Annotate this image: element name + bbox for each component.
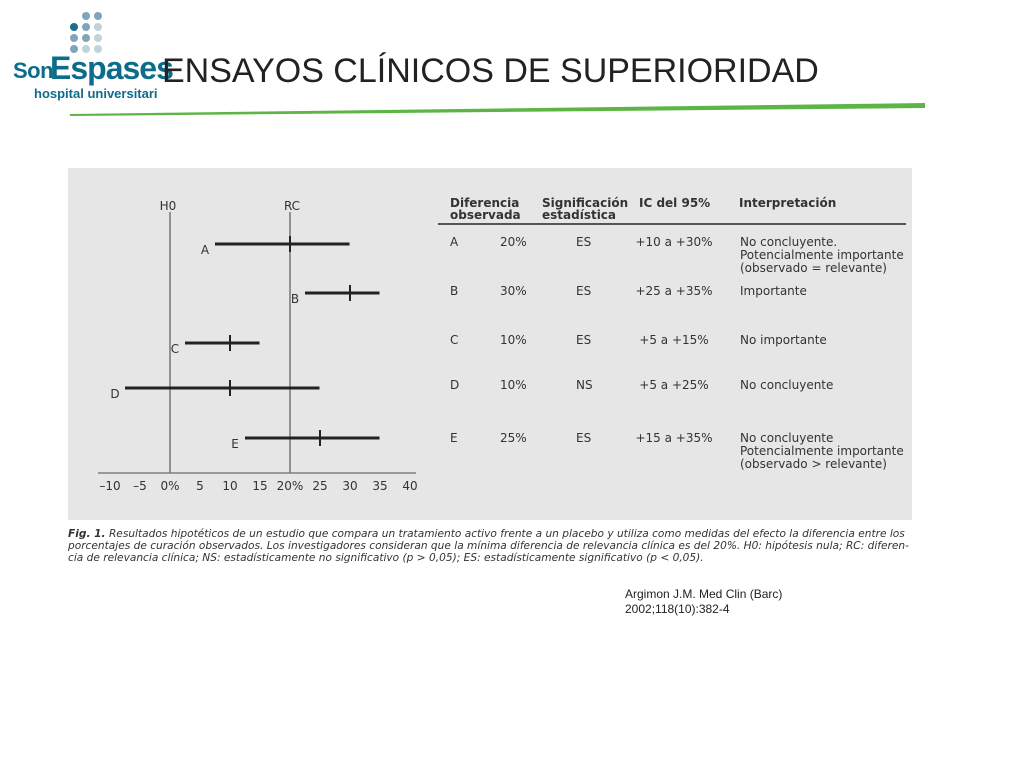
logo-dot [82, 34, 90, 42]
logo-dot [82, 23, 90, 31]
x-tick-label: 35 [372, 479, 387, 493]
study-label-e: E [231, 437, 239, 451]
table-cell-interpretation: Potencialmente importante [740, 248, 904, 262]
table-cell-diff: 25% [500, 431, 527, 445]
x-tick-label: 5 [196, 479, 204, 493]
logo-dot [82, 12, 90, 20]
forest-plot-chart: –10 –5 0% 5 10 15 20% 25 30 35 40 H0 RC A B C D E Diferenc… [98, 196, 906, 493]
citation-line-2: 2002;118(10):382-4 [625, 602, 730, 616]
reference-label-rc: RC [284, 199, 300, 213]
title-underline-shape [70, 103, 925, 116]
x-tick-label: –10 [99, 479, 120, 493]
x-tick-label: –5 [133, 479, 147, 493]
table-row-label: C [450, 333, 458, 347]
table-cell-diff: 10% [500, 378, 527, 392]
logo-dot [94, 23, 102, 31]
logo-dot [82, 45, 90, 53]
table-row-label: D [450, 378, 459, 392]
table-cell-sig: ES [576, 284, 591, 298]
citation-line-1: Argimon J.M. Med Clin (Barc) [625, 587, 783, 601]
table-cell-diff: 20% [500, 235, 527, 249]
figure-panel: –10 –5 0% 5 10 15 20% 25 30 35 40 H0 RC A B C D E Diferenc… [68, 168, 912, 520]
reference-label-h0: H0 [160, 199, 177, 213]
logo-dot [70, 34, 78, 42]
table-header: Diferencia [450, 196, 519, 210]
table-cell-ic: +15 a +35% [635, 431, 712, 445]
study-label-b: B [291, 292, 299, 306]
slide-title: ENSAYOS CLÍNICOS DE SUPERIORIDAD [162, 52, 819, 90]
logo-subtitle: hospital universitari [34, 86, 158, 101]
study-label-c: C [171, 342, 179, 356]
table-cell-diff: 30% [500, 284, 527, 298]
logo-dot [94, 34, 102, 42]
caption-line-3: cia de relevancia clínica; NS: estadísti… [68, 552, 704, 564]
table-cell-interpretation: (observado > relevante) [740, 457, 887, 471]
x-tick-label: 25 [312, 479, 327, 493]
table-row-label: A [450, 235, 459, 249]
table-cell-interpretation: No importante [740, 333, 827, 347]
table-header: estadística [542, 208, 616, 222]
table-cell-interpretation: No concluyente. [740, 235, 837, 249]
table-cell-interpretation: No concluyente [740, 378, 833, 392]
table-cell-sig: ES [576, 333, 591, 347]
logo-dot [70, 23, 78, 31]
table-cell-sig: ES [576, 235, 591, 249]
x-tick-label: 15 [252, 479, 267, 493]
x-tick-label: 40 [402, 479, 417, 493]
logo-word-espases: Espases [50, 50, 174, 86]
table-cell-ic: +5 a +15% [639, 333, 708, 347]
table-cell-interpretation: (observado = relevante) [740, 261, 887, 275]
figure-caption: Fig. 1. Resultados hipotéticos de un est… [68, 528, 918, 564]
table-cell-interpretation: Potencialmente importante [740, 444, 904, 458]
x-tick-label: 30 [342, 479, 357, 493]
caption-line-1: Resultados hipotéticos de un estudio que… [108, 528, 905, 540]
table-cell-ic: +5 a +25% [639, 378, 708, 392]
x-tick-label: 0% [160, 479, 179, 493]
table-cell-sig: NS [576, 378, 593, 392]
title-underline [70, 103, 925, 116]
logo-dot [94, 45, 102, 53]
citation: Argimon J.M. Med Clin (Barc) 2002;118(10… [625, 587, 782, 617]
x-tick-label: 10 [222, 479, 237, 493]
table-header: observada [450, 208, 521, 222]
logo-dot [70, 45, 78, 53]
logo-word-son: Son [13, 58, 54, 83]
table-cell-diff: 10% [500, 333, 527, 347]
table-cell-interpretation: Importante [740, 284, 807, 298]
caption-line-2: porcentajes de curación observados. Los … [68, 540, 909, 552]
table-header: Interpretación [739, 196, 836, 210]
table-cell-ic: +25 a +35% [635, 284, 712, 298]
hospital-logo: Son Espases hospital universitari [10, 12, 174, 104]
logo-dot [94, 12, 102, 20]
table-cell-interpretation: No concluyente [740, 431, 833, 445]
caption-lead: Fig. 1. [68, 528, 106, 540]
table-cell-sig: ES [576, 431, 591, 445]
table-row-label: E [450, 431, 458, 445]
study-label-a: A [201, 243, 210, 257]
logo-dots-icon [70, 12, 110, 53]
table-header: IC del 95% [639, 196, 710, 210]
table-row-label: B [450, 284, 458, 298]
table-header: Significación [542, 196, 628, 210]
study-label-d: D [110, 387, 119, 401]
x-tick-label: 20% [277, 479, 304, 493]
table-cell-ic: +10 a +30% [635, 235, 712, 249]
